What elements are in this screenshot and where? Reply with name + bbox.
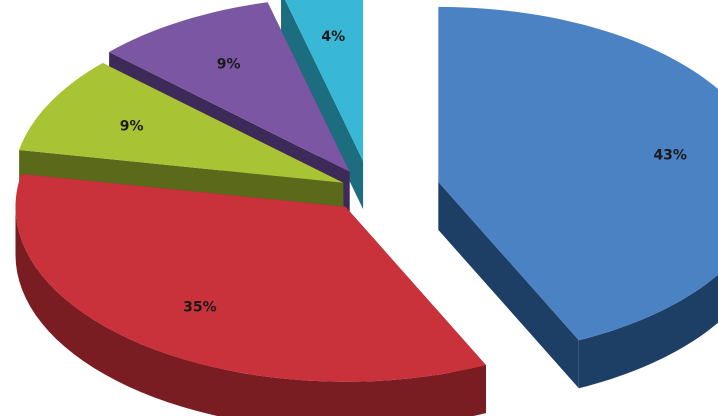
- slice-wall-start-4: [281, 0, 364, 210]
- slice-label-0: 43%: [653, 147, 687, 163]
- slice-side-0: [438, 181, 718, 389]
- slice-label-1: 35%: [183, 299, 217, 315]
- slice-side-4: [281, 0, 364, 210]
- pie-slice-2: [19, 62, 344, 183]
- pie-slice-4: [285, 0, 364, 162]
- slice-label-3: 9%: [217, 56, 241, 72]
- slice-rim-1-0: [15, 206, 486, 416]
- slice-wall-end-0: [438, 181, 579, 389]
- slice-tops-layer: [15, 0, 718, 382]
- slice-labels-layer: 43% 35% 9% 9% 4%: [120, 29, 687, 315]
- pie-slice-3: [109, 2, 350, 172]
- slice-label-2: 9%: [120, 119, 144, 135]
- slice-label-4: 4%: [321, 29, 345, 45]
- pie-slice-1: [15, 173, 486, 382]
- pie-slice-0: [438, 6, 718, 341]
- slice-rim-0-0: [578, 274, 718, 389]
